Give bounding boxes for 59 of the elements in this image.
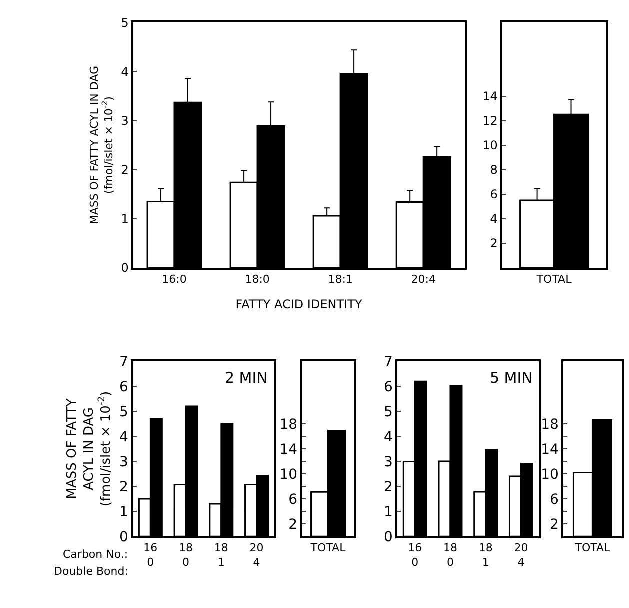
y-tick-label: 2 bbox=[120, 479, 128, 496]
x-tick-label: 18 1 bbox=[478, 542, 493, 569]
x-tick-label: 20 4 bbox=[514, 542, 528, 569]
text: Carbon No.: bbox=[63, 548, 128, 561]
y-tick-label: 2 bbox=[490, 236, 498, 251]
y-tick-label: 1 bbox=[384, 504, 393, 520]
x-tick-label: 16:0 bbox=[162, 272, 187, 286]
y-tick-label: 6 bbox=[384, 379, 393, 396]
text: Double Bond: bbox=[54, 565, 128, 578]
y-tick-label: 6 bbox=[550, 492, 560, 508]
y-tick-label: 6 bbox=[288, 492, 298, 508]
y-tick-label: 14 bbox=[541, 442, 560, 458]
y-tick-label: 4 bbox=[490, 212, 498, 226]
y-tick-label: 10 bbox=[482, 138, 498, 153]
x-tick-label: 18 0 bbox=[443, 542, 458, 569]
x-tick-label: 18 1 bbox=[214, 542, 228, 569]
y-tick-label: 8 bbox=[490, 163, 498, 178]
y-tick-label: 7 bbox=[384, 354, 393, 370]
y-tick-label: 2 bbox=[121, 163, 129, 178]
y-tick-label: 2 bbox=[288, 516, 298, 533]
y-tick-label: 1 bbox=[120, 504, 128, 520]
x-tick-label: TOTAL bbox=[536, 272, 573, 286]
text: 2 MIN bbox=[225, 369, 268, 387]
y-tick-label: 3 bbox=[120, 454, 128, 470]
y-tick-label: 2 bbox=[384, 479, 393, 496]
y-tick-label: 10 bbox=[541, 466, 559, 483]
y-tick-label: 4 bbox=[384, 429, 393, 446]
y-tick-label: 6 bbox=[490, 188, 498, 202]
x-tick-label: TOTAL bbox=[574, 542, 612, 555]
y-tick-label: 7 bbox=[120, 354, 128, 370]
y-tick-label: 3 bbox=[384, 454, 393, 470]
x-tick-label: 20 4 bbox=[250, 542, 264, 569]
y-tick-label: 4 bbox=[121, 64, 129, 79]
y-tick-label: 18 bbox=[541, 416, 559, 433]
y-tick-label: 2 bbox=[550, 516, 559, 533]
x-tick-label: 16 0 bbox=[408, 542, 422, 569]
x-tick-label: 20:4 bbox=[411, 272, 436, 286]
x-tick-label: 16 0 bbox=[144, 542, 158, 569]
x-axis-title: FATTY ACID IDENTITY bbox=[236, 297, 363, 312]
y-tick-label: 4 bbox=[120, 429, 129, 446]
x-tick-label: 18:0 bbox=[245, 272, 270, 286]
y-tick-label: 5 bbox=[120, 404, 128, 420]
y-tick-label: 0 bbox=[121, 261, 129, 276]
y-tick-label: 14 bbox=[482, 89, 498, 104]
y-tick-label: 3 bbox=[121, 114, 129, 128]
y-tick-label: 12 bbox=[482, 114, 498, 128]
y-tick-label: 1 bbox=[121, 212, 129, 226]
x-tick-label: 18 0 bbox=[179, 542, 194, 569]
y-tick-label: 18 bbox=[280, 416, 298, 433]
text: 5 MIN bbox=[490, 369, 533, 387]
y-tick-label: 5 bbox=[121, 16, 129, 30]
y-tick-label: 6 bbox=[120, 379, 129, 396]
x-tick-label: TOTAL bbox=[310, 542, 347, 555]
y-tick-label: 14 bbox=[280, 442, 298, 458]
y-tick-label: 10 bbox=[280, 466, 298, 483]
y-tick-label: 0 bbox=[120, 530, 128, 546]
x-tick-label: 18:1 bbox=[328, 272, 353, 286]
y-tick-label: 0 bbox=[384, 530, 393, 546]
y-tick-label: 5 bbox=[384, 404, 393, 420]
